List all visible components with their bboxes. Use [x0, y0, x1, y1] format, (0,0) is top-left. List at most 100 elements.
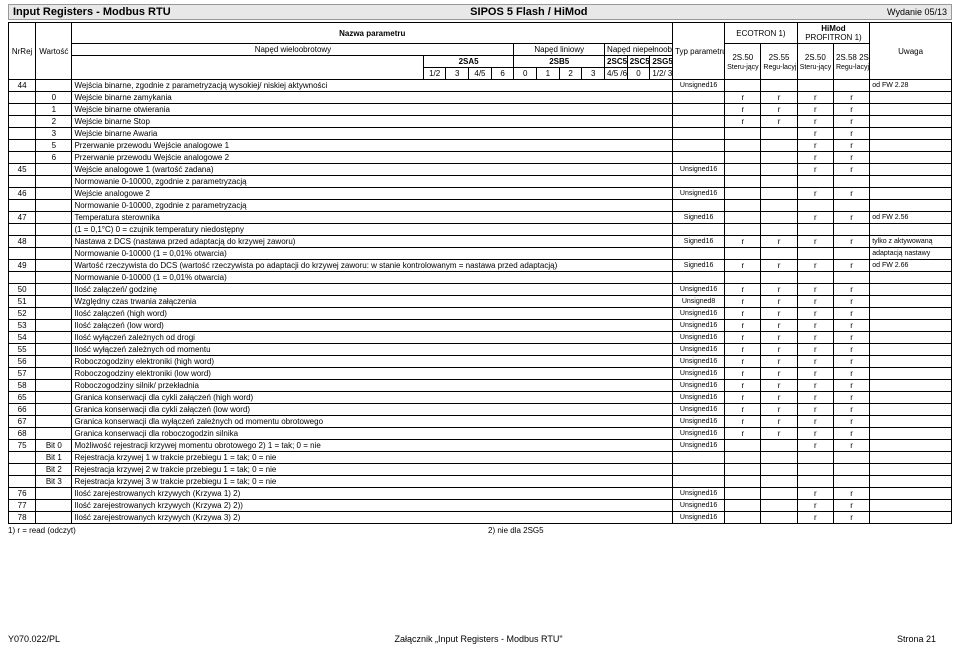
cell-typ — [673, 452, 725, 464]
hdr-drive-1: Napęd liniowy — [514, 44, 605, 56]
cell-wartosc — [36, 512, 72, 524]
cell-r-2 — [797, 272, 833, 284]
cell-r-2: r — [797, 512, 833, 524]
cell-nrrej: 66 — [9, 404, 36, 416]
cell-uwaga — [870, 284, 952, 296]
cell-r-2: r — [797, 92, 833, 104]
cell-nazwa: Ilość wyłączeń zależnych od drogi — [72, 332, 673, 344]
cell-typ: Unsigned16 — [673, 332, 725, 344]
cell-nrrej — [9, 452, 36, 464]
table-row: 68Granica konserwacji dla roboczogodzin … — [9, 428, 952, 440]
cell-r-2: r — [797, 332, 833, 344]
cell-r-0: r — [725, 332, 761, 344]
cell-uwaga — [870, 176, 952, 188]
cell-r-0: r — [725, 92, 761, 104]
cell-nazwa: Wejście binarne zamykania — [72, 92, 673, 104]
cell-r-2: r — [797, 440, 833, 452]
hdr-model-2: 2SC50 — [605, 56, 628, 68]
cell-typ — [673, 116, 725, 128]
cell-wartosc: Bit 0 — [36, 440, 72, 452]
cell-r-0 — [725, 140, 761, 152]
cell-r-3: r — [833, 296, 869, 308]
cell-r-3: r — [833, 128, 869, 140]
cell-uwaga — [870, 200, 952, 212]
cell-typ: Unsigned16 — [673, 416, 725, 428]
cell-wartosc — [36, 296, 72, 308]
cell-wartosc — [36, 224, 72, 236]
cell-r-3: r — [833, 404, 869, 416]
cell-r-2: r — [797, 104, 833, 116]
cell-uwaga — [870, 116, 952, 128]
cell-typ: Unsigned16 — [673, 368, 725, 380]
cell-r-1 — [761, 272, 797, 284]
hdr-col-3: 2S.58 2S.55Regu-lacyjny — [833, 44, 869, 80]
hdr-wartosc: Wartość — [36, 23, 72, 80]
cell-wartosc: 1 — [36, 104, 72, 116]
cell-r-2 — [797, 248, 833, 260]
cell-r-2: r — [797, 128, 833, 140]
cell-wartosc — [36, 212, 72, 224]
cell-uwaga — [870, 404, 952, 416]
table-row: Bit 1Rejestracja krzywej 1 w trakcie prz… — [9, 452, 952, 464]
table-row: 67Granica konserwacji dla wyłączeń zależ… — [9, 416, 952, 428]
cell-nazwa: Rejestracja krzywej 1 w trakcie przebieg… — [72, 452, 673, 464]
cell-r-1: r — [761, 356, 797, 368]
hdr-model-0: 2SA5 — [423, 56, 514, 68]
cell-typ: Unsigned16 — [673, 344, 725, 356]
table-row: 49Wartość rzeczywista do DCS (wartość rz… — [9, 260, 952, 272]
cell-r-0 — [725, 128, 761, 140]
cell-r-0: r — [725, 404, 761, 416]
cell-wartosc: Bit 1 — [36, 452, 72, 464]
hdr-col-1: 2S.55Regu-lacyjny — [761, 44, 797, 80]
cell-r-1: r — [761, 320, 797, 332]
cell-typ — [673, 464, 725, 476]
table-row: Normowanie 0-10000, zgodnie z parametryz… — [9, 200, 952, 212]
table-row: Bit 2Rejestracja krzywej 2 w trakcie prz… — [9, 464, 952, 476]
cell-r-1: r — [761, 380, 797, 392]
cell-nrrej: 65 — [9, 392, 36, 404]
cell-r-0: r — [725, 416, 761, 428]
cell-typ: Unsigned16 — [673, 80, 725, 92]
cell-r-2: r — [797, 380, 833, 392]
cell-nazwa: Możliwość rejestracji krzywej momentu ob… — [72, 440, 673, 452]
footer-center: Załącznik „Input Registers - Modbus RTU" — [394, 634, 562, 644]
cell-uwaga — [870, 320, 952, 332]
cell-nrrej — [9, 224, 36, 236]
cell-r-1: r — [761, 368, 797, 380]
cell-uwaga — [870, 476, 952, 488]
cell-r-1 — [761, 152, 797, 164]
cell-r-3: r — [833, 104, 869, 116]
table-row: 58Roboczogodziny silnik/ przekładniaUnsi… — [9, 380, 952, 392]
cell-r-3 — [833, 452, 869, 464]
cell-nazwa: Rejestracja krzywej 3 w trakcie przebieg… — [72, 476, 673, 488]
cell-typ: Unsigned8 — [673, 296, 725, 308]
cell-r-0 — [725, 440, 761, 452]
cell-r-1: r — [761, 416, 797, 428]
cell-r-0 — [725, 188, 761, 200]
cell-r-1: r — [761, 116, 797, 128]
cell-r-0 — [725, 464, 761, 476]
table-row: 57Roboczogodziny elektroniki (low word)U… — [9, 368, 952, 380]
cell-r-1 — [761, 212, 797, 224]
cell-nazwa: Ilość zarejestrowanych krzywych (Krzywa … — [72, 512, 673, 524]
table-row: Bit 3Rejestracja krzywej 3 w trakcie prz… — [9, 476, 952, 488]
hdr-col-2: 2S.50Steru-jący — [797, 44, 833, 80]
table-row: 77Ilość zarejestrowanych krzywych (Krzyw… — [9, 500, 952, 512]
cell-r-1 — [761, 140, 797, 152]
cell-r-2: r — [797, 428, 833, 440]
cell-r-3 — [833, 476, 869, 488]
cell-wartosc — [36, 428, 72, 440]
cell-typ: Unsigned16 — [673, 356, 725, 368]
cell-nrrej: 54 — [9, 332, 36, 344]
cell-nazwa: Ilość załączeń (high word) — [72, 308, 673, 320]
cell-uwaga — [870, 356, 952, 368]
cell-wartosc: 2 — [36, 116, 72, 128]
cell-wartosc — [36, 188, 72, 200]
cell-r-0: r — [725, 104, 761, 116]
cell-r-0: r — [725, 284, 761, 296]
cell-r-1: r — [761, 344, 797, 356]
cell-nazwa: Roboczogodziny elektroniki (high word) — [72, 356, 673, 368]
table-row: 5Przerwanie przewodu Wejście analogowe 1… — [9, 140, 952, 152]
page-footer: Y070.022/PL Załącznik „Input Registers -… — [0, 630, 944, 648]
cell-nazwa: Granica konserwacji dla cykli załączeń (… — [72, 392, 673, 404]
